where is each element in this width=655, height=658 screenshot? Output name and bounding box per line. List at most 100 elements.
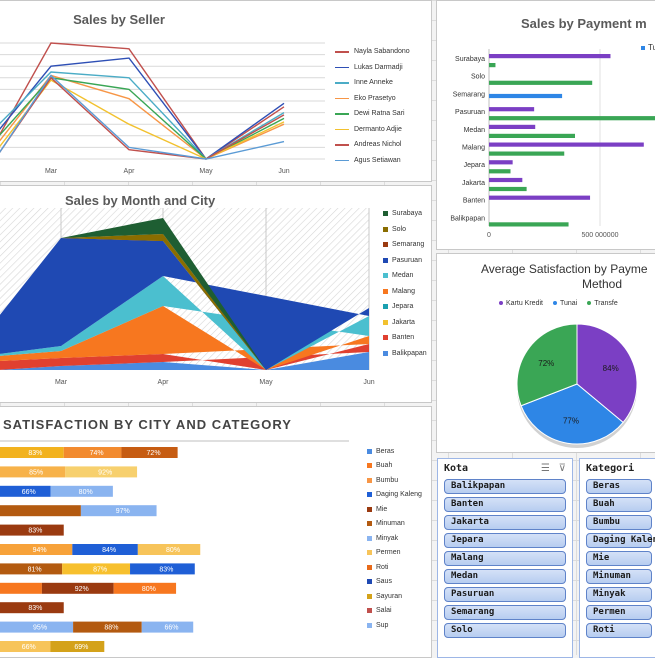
pie-title-line1: Average Satisfaction by Payme: [481, 262, 648, 276]
slicer-kategori-item-mie[interactable]: Mie: [586, 551, 652, 566]
slicer-kota-item-jepara[interactable]: Jepara: [444, 533, 566, 548]
legend-label: Lukas Darmadji: [354, 63, 403, 71]
slicer-kategori-item-bumbu[interactable]: Bumbu: [586, 515, 652, 530]
slicer-kota-item-banten[interactable]: Banten: [444, 497, 566, 512]
slicer-kota-item-pasuruan[interactable]: Pasuruan: [444, 587, 566, 602]
legend-label: Medan: [392, 272, 414, 280]
multi-select-icon[interactable]: ☰: [540, 463, 550, 474]
payment-bar: [489, 116, 655, 121]
legend-swatch: [367, 579, 372, 585]
slicer-kota-item-semarang[interactable]: Semarang: [444, 605, 566, 620]
payment-bar-plot: Surabaya Solo Semarang Pasuruan Medan Malang J…: [450, 49, 655, 239]
pie-legend-item: Kartu Kredit: [499, 300, 543, 307]
legend-label: Eko Prasetyo: [354, 94, 396, 102]
slicer-kategori-item-buah[interactable]: Buah: [586, 497, 652, 512]
satisfaction-city-category-chart[interactable]: SATISFACTION BY CITY AND CATEGORY 83% 74%…: [0, 406, 432, 658]
area-x-tick: May: [259, 379, 273, 386]
area-legend-item: Jakarta: [383, 315, 427, 331]
legend-swatch: [383, 288, 388, 294]
legend-swatch: [383, 242, 388, 248]
slicer-kategori-item-permen[interactable]: Permen: [586, 605, 652, 620]
legend-line-swatch: [335, 113, 349, 115]
category-bar-segment: [0, 621, 74, 633]
seller-line-7: [0, 74, 285, 160]
legend-swatch: [367, 593, 372, 599]
slicer-kota-item-balikpapan[interactable]: Balikpapan: [444, 479, 566, 494]
legend-label: Saus: [376, 578, 392, 586]
seller-legend-item: Nayla Sabandono: [335, 44, 410, 60]
category-bar-label: 97%: [116, 508, 130, 515]
area-legend-item: Balikpapan: [383, 346, 427, 362]
category-bar-plot: 83% 74% 72% 85% 92% 66% 80% 97% 83% 94% 84% 80% 81% 8…: [0, 440, 349, 652]
legend-swatch: [367, 477, 372, 483]
pie-slice-label: 84%: [603, 364, 619, 373]
area-plot: Mar Apr May Jun: [0, 208, 375, 386]
category-bar-segment: [141, 621, 194, 633]
payment-city-label: Surabaya: [455, 56, 485, 63]
slicer-kota-item-jakarta[interactable]: Jakarta: [444, 515, 566, 530]
slicer-kategori[interactable]: Kategori Beras Buah Bumbu Daging Kaleng Mie M…: [579, 458, 655, 658]
slicer-kota-item-malang[interactable]: Malang: [444, 551, 566, 566]
payment-bar: [489, 80, 593, 85]
category-legend-item: Saus: [367, 575, 422, 590]
category-bar-label: 83%: [28, 605, 42, 612]
payment-bar: [489, 124, 536, 129]
legend-label: Roti: [376, 563, 389, 571]
category-bar-label: 87%: [93, 566, 107, 573]
category-bar-label: 74%: [90, 450, 104, 457]
legend-label: Balikpapan: [392, 349, 427, 357]
category-bar-label: 84%: [102, 547, 116, 554]
category-legend: Beras Buah Bumbu Daging Kaleng Mie Minuman Min…: [367, 444, 422, 633]
slicer-kota-item-solo[interactable]: Solo: [444, 623, 566, 638]
legend-swatch: [367, 521, 372, 527]
area-legend: Surabaya Solo Semarang Pasuruan Medan Malang J…: [383, 206, 427, 361]
sales-by-payment-chart[interactable]: Sales by Payment m Tu Surabaya Solo Semara…: [436, 0, 655, 250]
category-bar-segment: [65, 466, 138, 478]
category-bar-label: 92%: [98, 469, 112, 476]
slicer-kategori-item-beras[interactable]: Beras: [586, 479, 652, 494]
legend-label: Minuman: [376, 520, 405, 528]
legend-line-swatch: [335, 97, 349, 99]
payment-bar: [489, 186, 527, 192]
category-bar-segment: [62, 563, 131, 575]
seller-legend-item: Dewi Ratna Sari: [335, 106, 410, 122]
slicer-kategori-item-minyak[interactable]: Minyak: [586, 587, 652, 602]
pie-slice-0: [576, 323, 638, 424]
category-bar-label: 92%: [75, 586, 89, 593]
category-legend-item: Mie: [367, 502, 422, 517]
legend-label: Salai: [376, 607, 392, 615]
slicer-kategori-item-daging-kaleng[interactable]: Daging Kaleng: [586, 533, 655, 548]
payment-city-label: Solo: [471, 74, 485, 81]
slicer-kategori-item-roti[interactable]: Roti: [586, 623, 652, 638]
legend-label: Permen: [376, 549, 401, 557]
category-bar-label: 66%: [164, 625, 178, 632]
payment-city-label: Banten: [463, 198, 485, 205]
area-legend-item: Jepara: [383, 299, 427, 315]
seller-legend-item: Eko Prasetyo: [335, 91, 410, 107]
seller-line-4: [0, 77, 285, 160]
payment-bar: [489, 160, 513, 165]
pie-slice-2: [516, 323, 578, 407]
legend-label: Buah: [376, 462, 393, 470]
payment-city-label: Semarang: [453, 91, 485, 98]
seller-x-tick: Jun: [278, 168, 289, 175]
sales-by-month-city-chart[interactable]: Sales by Month and City Mar Apr May Jun Sur…: [0, 185, 432, 403]
sales-by-seller-chart[interactable]: Sales by Seller Mar Apr May Jun Nayla Saban…: [0, 0, 432, 182]
clear-filter-icon[interactable]: ⊽: [558, 463, 566, 474]
satisfaction-by-payment-chart[interactable]: Average Satisfaction by Payme Method Kar…: [436, 253, 655, 453]
category-bar-segment: [0, 602, 64, 614]
area-legend-item: Banten: [383, 330, 427, 346]
legend-label: Nayla Sabandono: [354, 48, 410, 56]
payment-city-label: Jepara: [464, 162, 486, 169]
slicer-kota[interactable]: Kota ☰ ⊽ Balikpapan Banten Jakarta Jepara Ma…: [437, 458, 573, 658]
slicer-kategori-item-minuman[interactable]: Minuman: [586, 569, 652, 584]
legend-dot-icon: [587, 301, 592, 306]
slicer-kota-item-medan[interactable]: Medan: [444, 569, 566, 584]
legend-label: Dewi Ratna Sari: [354, 110, 405, 118]
legend-line-swatch: [335, 82, 349, 84]
pie-slice-1: [520, 383, 624, 445]
legend-label: Sayuran: [376, 592, 403, 600]
legend-line-swatch: [335, 66, 349, 68]
legend-label: Tunai: [559, 300, 578, 307]
category-bar-segment: [0, 544, 73, 555]
